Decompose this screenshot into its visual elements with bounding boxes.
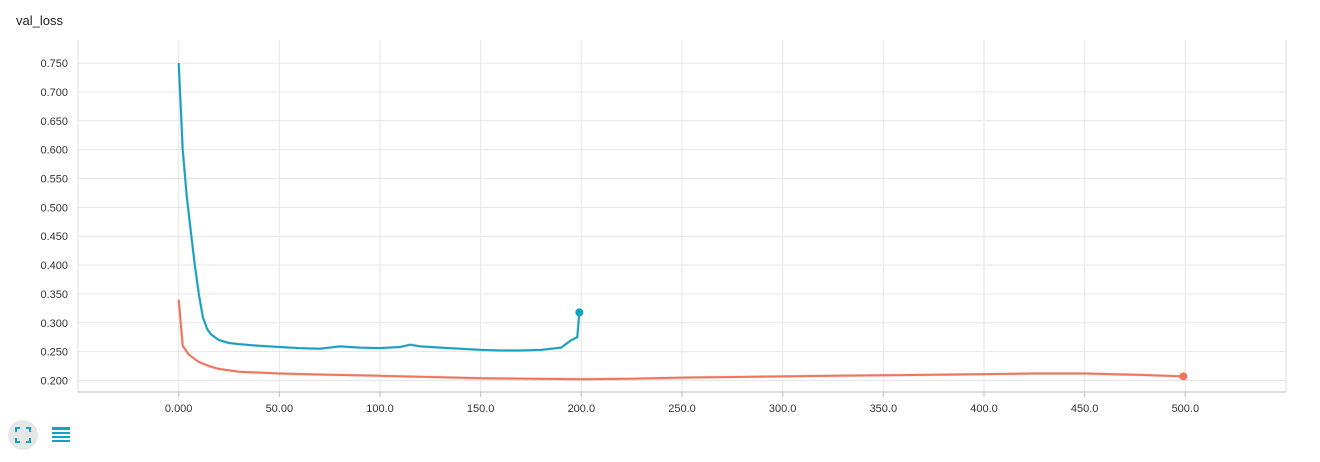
fit-domain-button[interactable] bbox=[8, 420, 38, 450]
series-1-line bbox=[177, 299, 1184, 381]
x-tick-label: 200.0 bbox=[568, 403, 596, 415]
x-tick-labels: 0.000 50.00 100.0 150.0 200.0 250.0 300.0 350.0… bbox=[165, 403, 1199, 415]
grid bbox=[77, 40, 1287, 392]
y-tick-label: 0.750 bbox=[40, 58, 68, 70]
y-tick-label: 0.550 bbox=[40, 173, 68, 185]
series-0-raw-line bbox=[177, 63, 581, 352]
y-tick-label: 0.450 bbox=[40, 231, 68, 243]
y-tick-label: 0.600 bbox=[40, 145, 68, 157]
x-tick-label: 100.0 bbox=[366, 403, 394, 415]
chart-title: val_loss bbox=[16, 13, 63, 28]
series-0-end-marker bbox=[575, 308, 584, 317]
line-chart: 0.000 50.00 100.0 150.0 200.0 250.0 300.0 350.0… bbox=[40, 40, 1287, 415]
x-tick-label: 0.000 bbox=[165, 403, 193, 415]
y-tick-label: 0.500 bbox=[40, 202, 68, 214]
x-tick-label: 250.0 bbox=[668, 403, 696, 415]
data-table-button[interactable] bbox=[46, 420, 76, 450]
x-tick-label: 350.0 bbox=[870, 403, 898, 415]
x-tick-label: 50.00 bbox=[266, 403, 294, 415]
y-tick-label: 0.400 bbox=[40, 260, 68, 272]
y-tick-label: 0.200 bbox=[40, 375, 68, 387]
axes bbox=[78, 391, 1286, 397]
fit-domain-icon bbox=[15, 427, 31, 443]
y-tick-label: 0.300 bbox=[40, 318, 68, 330]
x-tick-label: 400.0 bbox=[970, 403, 998, 415]
series-1-raw-line bbox=[177, 299, 1184, 381]
y-tick-label: 0.250 bbox=[40, 347, 68, 359]
y-tick-label: 0.350 bbox=[40, 289, 68, 301]
x-tick-label: 500.0 bbox=[1172, 403, 1200, 415]
series-0-line bbox=[177, 63, 581, 352]
x-tick-label: 150.0 bbox=[467, 403, 495, 415]
x-tick-label: 300.0 bbox=[769, 403, 797, 415]
data-table-icon bbox=[52, 427, 70, 442]
chart-toolbar bbox=[8, 420, 76, 450]
y-tick-labels: 0.200 0.250 0.300 0.350 0.400 0.450 0.500 0.550… bbox=[40, 58, 68, 387]
series-1-end-marker bbox=[1179, 372, 1188, 381]
x-tick-label: 450.0 bbox=[1071, 403, 1099, 415]
y-tick-label: 0.650 bbox=[40, 116, 68, 128]
y-tick-label: 0.700 bbox=[40, 87, 68, 99]
series-lines bbox=[177, 63, 1188, 381]
